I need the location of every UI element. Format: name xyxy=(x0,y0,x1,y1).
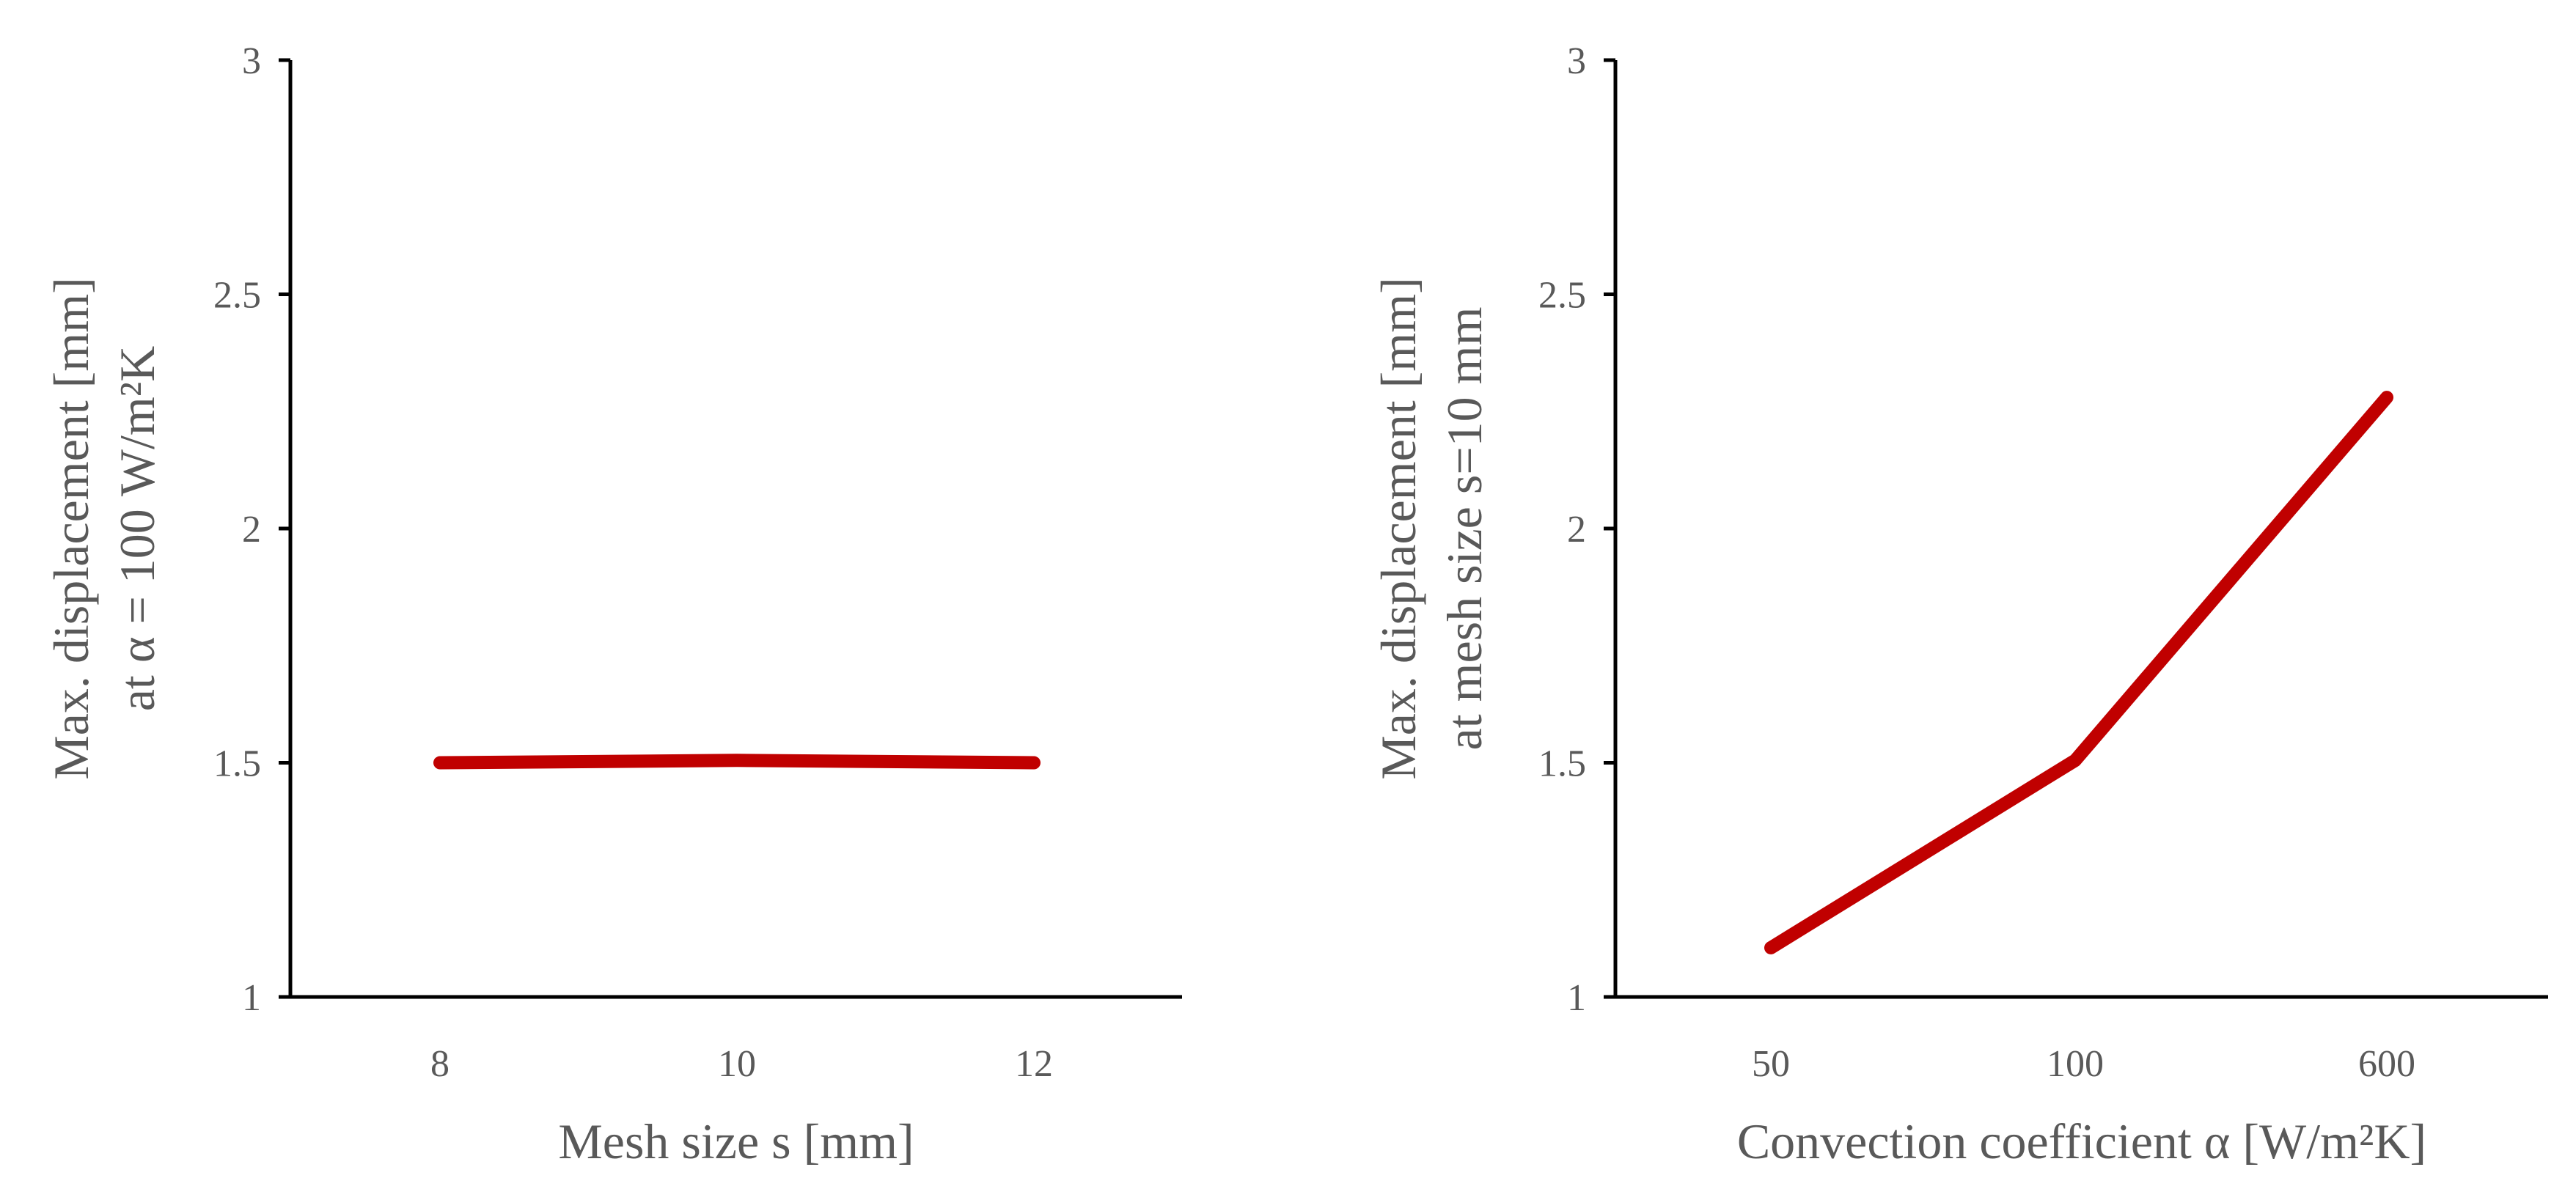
y-tick-label: 1 xyxy=(242,977,261,1019)
y-tick-label: 2 xyxy=(1567,509,1586,551)
series-line xyxy=(1764,391,2393,954)
chart-panel-convection: 1 1.5 2 2.5 3 50 100 600 Convection coefficient … xyxy=(1370,40,2548,1169)
y-tick-label: 2 xyxy=(242,509,261,551)
x-tick-label: 10 xyxy=(718,1043,756,1085)
chart-panel-mesh-size: 1 1.5 2 2.5 3 8 10 12 Mesh size s [mm] Max. displ… xyxy=(43,40,1182,1169)
x-tick-label: 50 xyxy=(1752,1043,1790,1085)
y-tick-label: 3 xyxy=(1567,40,1586,82)
x-tick-label: 600 xyxy=(2358,1043,2415,1085)
y-axis-title: Max. displacement [mm] xyxy=(43,277,99,779)
y-tick-label: 1.5 xyxy=(1538,743,1586,785)
x-tick-label: 100 xyxy=(2047,1043,2104,1085)
y-tick-label: 2.5 xyxy=(1538,275,1586,317)
x-tick-label: 12 xyxy=(1015,1043,1053,1085)
y-axis-subtitle: at α = 100 W/m²K xyxy=(109,346,165,712)
y-tick-label: 1.5 xyxy=(213,743,261,785)
x-axis-title: Mesh size s [mm] xyxy=(558,1114,914,1169)
x-tick-label: 8 xyxy=(430,1043,449,1085)
y-tick-label: 1 xyxy=(1567,977,1586,1019)
y-axis-title: Max. displacement [mm] xyxy=(1370,277,1426,779)
y-tick-label: 3 xyxy=(242,40,261,82)
y-tick-label: 2.5 xyxy=(213,275,261,317)
x-axis-title: Convection coefficient α [W/m²K] xyxy=(1737,1114,2426,1169)
series-line xyxy=(433,754,1041,770)
y-axis-subtitle: at mesh size s=10 mm xyxy=(1436,307,1492,751)
